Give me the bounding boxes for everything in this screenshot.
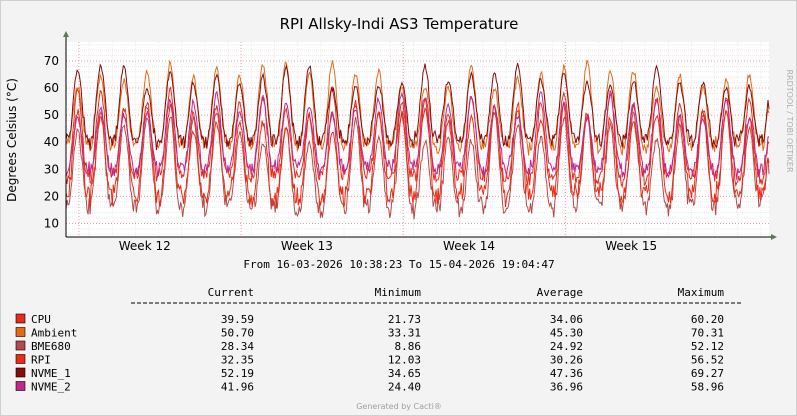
y-tick-label: 70 <box>44 54 59 68</box>
x-week-label: Week 13 <box>281 239 333 253</box>
legend-value-average: 30.26 <box>550 354 583 367</box>
legend-value-minimum: 21.73 <box>388 313 421 326</box>
x-week-label: Week 12 <box>119 239 171 253</box>
legend-value-average: 36.96 <box>550 381 583 394</box>
legend-value-maximum: 69.27 <box>691 367 724 380</box>
series-line-rpi <box>65 97 770 209</box>
legend-value-current: 52.19 <box>221 367 254 380</box>
legend-series-name: NVME_1 <box>31 367 71 380</box>
x-axis-arrow <box>771 234 777 240</box>
legend-value-current: 39.59 <box>221 313 254 326</box>
legend-value-minimum: 33.31 <box>388 327 421 340</box>
legend-value-average: 45.30 <box>550 327 583 340</box>
legend-swatch <box>15 340 26 351</box>
legend-value-minimum: 24.40 <box>388 381 421 394</box>
legend-value-maximum: 56.52 <box>691 354 724 367</box>
legend-value-current: 28.34 <box>221 340 254 353</box>
legend-value-current: 41.96 <box>221 381 254 394</box>
legend-value-average: 24.92 <box>550 340 583 353</box>
legend-series-name: CPU <box>31 313 51 326</box>
legend: Current Minimum Average Maximum CPU 39.59 21.7… <box>15 286 743 394</box>
y-ticks: 10 20 30 40 50 60 70 <box>44 54 59 230</box>
x-week-label: Week 14 <box>443 239 495 253</box>
legend-value-minimum: 8.86 <box>395 340 422 353</box>
y-axis-label: Degrees Celsius (°C) <box>5 78 19 202</box>
series-lines <box>65 59 770 220</box>
legend-value-maximum: 58.96 <box>691 381 724 394</box>
legend-swatch <box>15 327 26 337</box>
footer-text: Generated by Cacti® <box>356 402 442 411</box>
legend-header-current: Current <box>208 286 254 299</box>
y-axis-arrow <box>63 31 69 37</box>
series-line-nvme_2 <box>65 89 769 180</box>
legend-header-average: Average <box>537 286 583 299</box>
x-ticks: Week 12 Week 13 Week 14 Week 15 <box>119 239 657 253</box>
legend-value-average: 47.36 <box>550 367 583 380</box>
legend-value-maximum: 52.12 <box>691 340 724 353</box>
legend-value-maximum: 70.31 <box>691 327 724 340</box>
legend-value-current: 50.70 <box>221 327 254 340</box>
series-line-nvme_1 <box>65 62 770 151</box>
x-week-label: Week 15 <box>605 239 657 253</box>
legend-series-name: BME680 <box>31 340 71 353</box>
legend-series-name: NVME_2 <box>31 381 71 394</box>
series-line-bme680 <box>65 110 770 220</box>
legend-value-minimum: 12.03 <box>388 354 421 367</box>
chart-title: RPI Allsky-Indi AS3 Temperature <box>280 15 519 33</box>
y-tick-label: 30 <box>44 162 59 176</box>
legend-value-maximum: 60.20 <box>691 313 724 326</box>
legend-series-name: Ambient <box>31 327 77 340</box>
legend-value-current: 32.35 <box>221 354 254 367</box>
legend-value-minimum: 34.65 <box>388 367 421 380</box>
rrdtool-side-label: RRDTOOL / TOBI OETIKER <box>785 69 794 172</box>
y-tick-label: 60 <box>44 81 59 95</box>
legend-value-average: 34.06 <box>550 313 583 326</box>
legend-header-minimum: Minimum <box>375 286 422 299</box>
legend-swatch <box>15 354 26 364</box>
legend-series-name: RPI <box>31 354 51 367</box>
legend-swatch <box>15 367 26 378</box>
legend-swatch <box>15 313 26 324</box>
y-tick-label: 50 <box>44 108 59 122</box>
y-tick-label: 40 <box>44 135 59 149</box>
y-tick-label: 20 <box>44 189 59 203</box>
legend-swatch <box>15 381 26 391</box>
date-range-text: From 16-03-2026 10:38:23 To 15-04-2026 1… <box>243 258 554 271</box>
series-line-ambient <box>65 59 770 156</box>
legend-header-maximum: Maximum <box>678 286 725 299</box>
y-tick-label: 10 <box>44 216 59 230</box>
